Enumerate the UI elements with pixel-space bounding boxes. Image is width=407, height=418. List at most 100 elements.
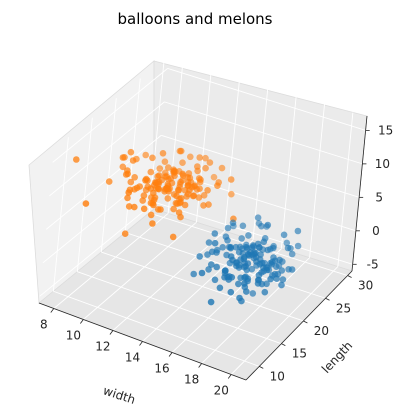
scatter-point-series-2	[228, 190, 235, 198]
grid-line-x	[230, 266, 339, 375]
y-axis-line	[245, 270, 353, 381]
x-tick-label: 10	[66, 329, 81, 343]
scatter-point-series-2	[147, 211, 155, 219]
scatter-point-series-2	[218, 164, 226, 172]
scatter-point-series-1	[205, 239, 213, 246]
grid-line-y	[77, 271, 282, 345]
scatter-point-series-1	[233, 262, 240, 270]
scatter-point-series-1	[239, 222, 247, 230]
grid-line-x	[309, 103, 326, 258]
grid-line-y	[100, 98, 117, 253]
scatter-point-series-2	[73, 156, 80, 163]
scatter-point-series-2	[176, 181, 184, 188]
scatter-point-series-2	[176, 147, 184, 155]
y-tick-label: 30	[358, 279, 373, 293]
x-tick-label: 20	[214, 384, 229, 398]
grid-line-x	[224, 77, 241, 232]
x-tick-labels: 8 10 12 14 16 18 20	[40, 308, 232, 398]
scatter-point-series-1	[224, 237, 231, 244]
scatter-point-series-2	[127, 148, 135, 156]
scatter-point-series-2	[185, 170, 193, 177]
grid-line-x	[112, 230, 226, 331]
grid-line-z	[39, 201, 155, 297]
y-tick-label: 20	[314, 324, 329, 338]
scatter-point-series-2	[136, 183, 143, 190]
y-tick-label: 25	[336, 301, 351, 315]
scatter-point-series-1	[283, 239, 291, 247]
scatter-point-series-2	[227, 176, 235, 183]
scatter-point-series-2	[154, 178, 161, 186]
scatter-point-series-1	[204, 251, 211, 258]
scatter-point-series-2	[215, 179, 222, 186]
scatter-point-series-1	[207, 298, 215, 306]
scatter-point-series-1	[213, 246, 221, 254]
scatter-point-series-2	[169, 233, 177, 241]
x-axis-label: width	[101, 383, 137, 407]
x-tick-mark	[139, 341, 143, 346]
scatter-point-series-2	[200, 202, 207, 209]
scatter-point-series-2	[144, 177, 151, 184]
scatter-point-series-1	[213, 263, 220, 271]
scatter-point-series-1	[256, 256, 264, 263]
scatter-point-series-1	[244, 277, 251, 285]
scatter-point-series-2	[187, 153, 194, 161]
grid-line-x	[252, 85, 269, 241]
scatter-point-series-2	[205, 201, 212, 208]
z-axis-line	[351, 115, 368, 272]
scatter-point-series-2	[159, 150, 167, 157]
x-tick-label: 16	[154, 362, 169, 376]
z-tick-label: -5	[367, 257, 379, 271]
scatter-point-series-2	[105, 178, 113, 185]
scatter-point-series-1	[205, 266, 212, 273]
scatter-point-series-1	[285, 266, 292, 273]
grid-line-z	[52, 68, 168, 163]
scatter-point-series-2	[124, 194, 131, 202]
scatter-point-series-1	[211, 230, 219, 237]
scatter-point-series-2	[206, 159, 214, 166]
scatter-point-series-2	[202, 154, 209, 162]
z-tick-label: 15	[378, 123, 393, 137]
scatter-point-series-2	[153, 185, 160, 192]
scatter-point-series-1	[263, 280, 270, 288]
data-points	[73, 147, 302, 306]
scatter-point-series-2	[170, 205, 177, 213]
scatter-point-series-2	[119, 163, 127, 171]
y-tick-label: 15	[292, 347, 307, 361]
grid-line-z	[161, 134, 360, 198]
x-tick-label: 14	[125, 351, 140, 365]
y-tick-mark	[281, 343, 286, 347]
scatter-point-series-1	[255, 276, 262, 284]
scatter-point-series-2	[188, 183, 196, 191]
scatter-point-series-2	[196, 154, 203, 161]
grid-line-z	[45, 134, 162, 230]
z-tick-label: 5	[375, 190, 383, 204]
scatter-point-series-2	[121, 230, 129, 237]
scatter-point-series-2	[156, 165, 164, 172]
scatter-point-series-1	[226, 273, 233, 280]
z-tick-labels: -5 0 5 10 15	[352, 123, 393, 271]
grid-line-z	[167, 67, 366, 131]
scatter-point-series-1	[279, 276, 287, 283]
scatter-point-series-1	[227, 288, 235, 296]
scatter-point-series-2	[149, 154, 156, 162]
scatter-point-series-2	[122, 171, 130, 178]
scatter-point-series-1	[280, 231, 288, 239]
scatter-point-series-1	[223, 251, 230, 259]
scatter-point-series-2	[131, 174, 138, 181]
scatter-point-series-1	[190, 270, 197, 278]
scatter-point-series-1	[278, 267, 286, 274]
grid-line-x	[53, 213, 169, 309]
scatter-point-series-2	[179, 172, 187, 179]
scatter-point-series-2	[184, 179, 192, 186]
scatter-point-series-2	[140, 192, 148, 199]
scatter-point-series-2	[142, 151, 149, 159]
scatter-point-series-1	[254, 214, 262, 221]
y-tick-mark	[325, 297, 330, 301]
scatter-point-series-2	[197, 176, 204, 183]
chart-title: balloons and melons	[118, 10, 273, 28]
scatter-point-series-1	[287, 245, 294, 252]
scatter-point-series-2	[140, 205, 148, 213]
y-tick-label: 10	[270, 369, 285, 383]
scatter-point-series-1	[240, 263, 248, 271]
